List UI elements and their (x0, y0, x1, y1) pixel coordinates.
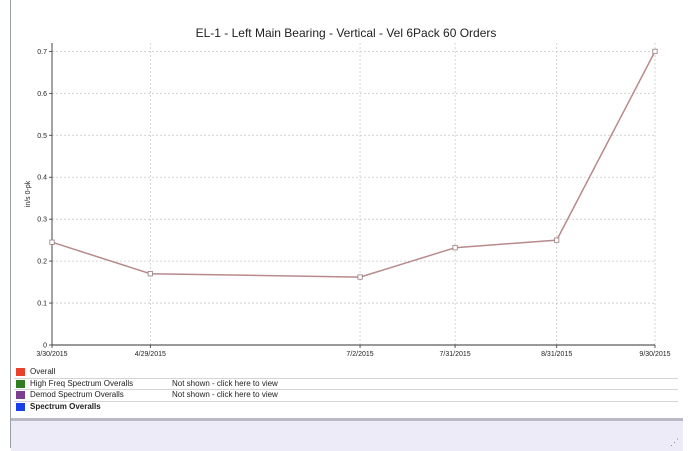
y-axis-label: in/s 0-pk (25, 180, 32, 207)
axes (49, 43, 656, 348)
x-tick-label: 9/30/2015 (639, 351, 670, 358)
x-tick-label: 3/30/2015 (36, 351, 67, 358)
data-point (652, 48, 658, 54)
data-point (49, 239, 55, 245)
legend-swatch (16, 402, 25, 411)
legend-item-demod[interactable]: Demod Spectrum Overalls Not shown - clic… (14, 390, 678, 402)
y-tick-label: 0.4 (37, 175, 47, 182)
x-tick-label: 7/31/2015 (440, 351, 471, 358)
y-tick-label: 0.6 (37, 91, 47, 98)
legend-label: High Freq Spectrum Overalls (30, 378, 134, 388)
data-points (49, 48, 658, 280)
legend-item-overall[interactable]: Overall (14, 367, 678, 379)
chart-title: EL-1 - Left Main Bearing - Vertical - Ve… (195, 26, 497, 40)
x-tick-label: 7/2/2015 (346, 351, 373, 358)
y-tick-label: 0.1 (37, 301, 47, 308)
resize-grip-icon[interactable]: ⋰ (670, 437, 679, 447)
y-tick-label: 0.7 (37, 49, 47, 56)
data-point (554, 237, 560, 243)
legend: Overall High Freq Spectrum Overalls Not … (14, 367, 678, 412)
legend-swatch (16, 391, 25, 399)
legend-swatch (16, 379, 25, 388)
show-series-link[interactable]: Not shown - click here to view (172, 390, 278, 399)
legend-label: Overall (30, 367, 56, 376)
x-tick-label: 4/29/2015 (135, 351, 166, 358)
legend-item-spectrum-overalls[interactable]: Spectrum Overalls (14, 402, 678, 413)
panel-border (10, 0, 11, 448)
legend-swatch (16, 368, 25, 376)
legend-label: Spectrum Overalls (30, 401, 101, 411)
grid (52, 43, 656, 345)
legend-label: Demod Spectrum Overalls (30, 390, 124, 399)
data-point (452, 245, 458, 251)
x-tick-label: 8/31/2015 (541, 351, 572, 358)
show-series-link[interactable]: Not shown - click here to view (172, 378, 278, 388)
line-chart: 0 0.1 0.2 0.3 0.4 0.5 0.6 0.7 3/30/2015 4/29/201… (25, 43, 671, 358)
x-tick-labels: 3/30/2015 4/29/2015 7/2/2015 7/31/2015 8/31/… (36, 351, 670, 358)
y-tick-label: 0 (43, 343, 47, 350)
y-tick-label: 0.5 (37, 133, 47, 140)
y-tick-label: 0.2 (37, 259, 47, 266)
legend-item-high-freq[interactable]: High Freq Spectrum Overalls Not shown - … (14, 378, 678, 390)
y-tick-labels: 0 0.1 0.2 0.3 0.4 0.5 0.6 0.7 (37, 49, 47, 350)
status-bar: ⋰ (11, 418, 683, 451)
data-point (147, 271, 153, 277)
series-line-overall (51, 51, 656, 278)
data-point (357, 274, 363, 280)
y-tick-label: 0.3 (37, 217, 47, 224)
